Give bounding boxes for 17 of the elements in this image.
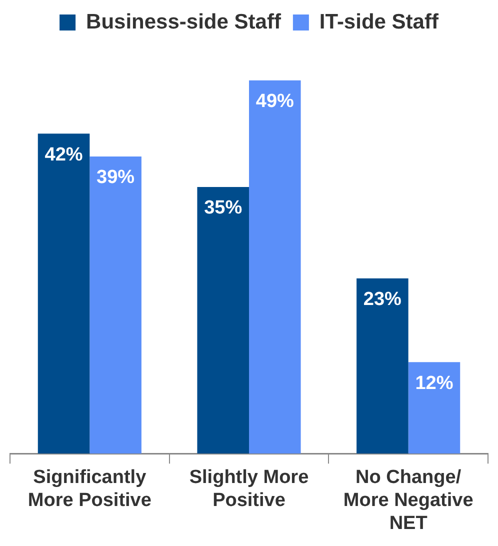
bar — [249, 80, 301, 454]
bar — [197, 186, 249, 454]
data-label: 12% — [415, 372, 454, 394]
x-tick-label: No Change/ More Negative NET — [343, 467, 474, 534]
data-label: 42% — [44, 144, 83, 166]
legend-label: IT-side Staff — [319, 10, 440, 34]
data-label: 49% — [256, 91, 294, 112]
bar — [408, 362, 460, 454]
bar — [38, 134, 90, 454]
bar — [90, 156, 142, 454]
x-tick-label: Slightly More Positive — [189, 467, 309, 512]
x-tick-label: Significantly More Positive — [28, 467, 152, 512]
data-label: 39% — [96, 167, 135, 188]
bar — [356, 278, 408, 454]
data-label: 35% — [204, 198, 242, 219]
legend-label: Business-side Staff — [86, 10, 282, 34]
data-label: 23% — [363, 289, 402, 310]
